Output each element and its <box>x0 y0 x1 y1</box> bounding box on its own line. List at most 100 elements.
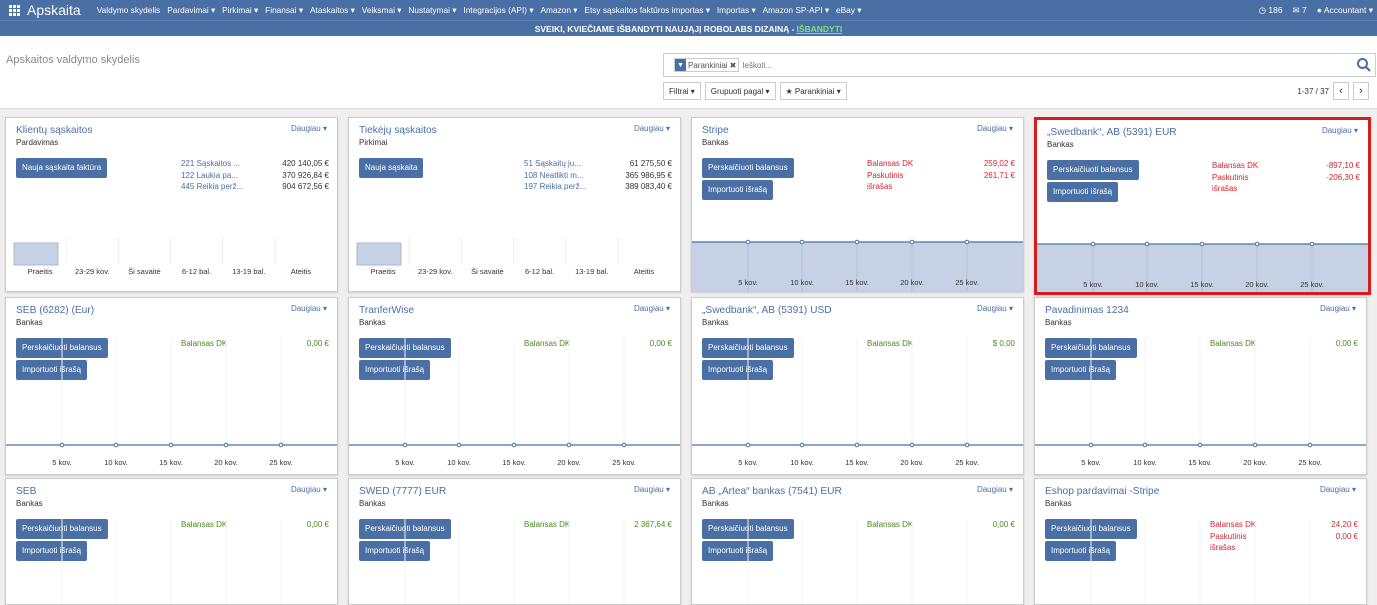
chart-bar[interactable] <box>356 242 402 266</box>
menu-item-import[interactable]: Importas ▾ <box>716 5 756 15</box>
chart-point[interactable] <box>909 239 915 245</box>
import-statement-button[interactable]: Importuoti išrašą <box>16 360 88 380</box>
card-title[interactable]: „Swedbank“, AB (5391) EUR <box>1047 127 1177 138</box>
groupby-button[interactable]: Grupuoti pagal ▾ <box>704 82 776 100</box>
menu-item-finance[interactable]: Finansai ▾ <box>265 5 303 15</box>
chart-point[interactable] <box>1309 241 1315 247</box>
chart-point[interactable] <box>223 442 229 448</box>
chart-point[interactable] <box>964 442 970 448</box>
menu-item-purchases[interactable]: Pirkimai ▾ <box>222 5 259 15</box>
chart-point[interactable] <box>402 442 408 448</box>
card-primary-button[interactable]: Nauja sąskaita faktūra <box>16 158 108 178</box>
card-title[interactable]: „Swedbank“, AB (5391) USD <box>702 305 832 316</box>
more-dropdown[interactable]: Daugiau ▾ <box>290 124 327 133</box>
import-statement-button[interactable]: Importuoti išrašą <box>702 360 774 380</box>
summary-link[interactable]: 197 Reikia perž... <box>524 182 587 191</box>
menu-item-amazon[interactable]: Amazon ▾ <box>540 5 578 15</box>
more-dropdown[interactable]: Daugiau ▾ <box>1321 126 1358 135</box>
chart-point[interactable] <box>1090 241 1096 247</box>
card-primary-button[interactable]: Perskaičiuoti balansus <box>702 158 794 178</box>
summary-link[interactable]: 122 Laukia pa... <box>181 170 238 180</box>
menu-item-sales[interactable]: Pardavimai ▾ <box>167 5 216 15</box>
import-statement-button[interactable]: Importuoti išrašą <box>1047 182 1119 202</box>
chart-point[interactable] <box>799 239 805 245</box>
card-title[interactable]: SEB <box>16 486 37 497</box>
chart-point[interactable] <box>113 442 119 448</box>
chart-point[interactable] <box>745 442 751 448</box>
card-title[interactable]: Eshop pardavimai -Stripe <box>1045 486 1160 497</box>
import-statement-button[interactable]: Importuoti išrašą <box>1045 360 1117 380</box>
card-title[interactable]: TranferWise <box>359 305 415 316</box>
import-statement-button[interactable]: Importuoti išrašą <box>702 180 774 200</box>
more-dropdown[interactable]: Daugiau ▾ <box>633 124 670 133</box>
chart-point[interactable] <box>1088 442 1094 448</box>
chart-point[interactable] <box>1307 442 1313 448</box>
messages[interactable]: ✉ 7 <box>1293 5 1307 16</box>
chart-point[interactable] <box>621 442 627 448</box>
menu-item-actions[interactable]: Veiksmai ▾ <box>361 5 402 15</box>
menu-item-ebay[interactable]: eBay ▾ <box>836 5 862 15</box>
card-primary-button[interactable]: Perskaičiuoti balansus <box>1047 160 1139 180</box>
filters-button[interactable]: Filtrai ▾ <box>663 82 701 100</box>
more-dropdown[interactable]: Daugiau ▾ <box>976 485 1013 494</box>
chart-point[interactable] <box>1197 442 1203 448</box>
import-statement-button[interactable]: Importuoti išrašą <box>359 360 431 380</box>
summary-link[interactable]: 221 Sąskaitos ... <box>181 159 241 168</box>
chart-point[interactable] <box>1199 241 1205 247</box>
chart-point[interactable] <box>799 442 805 448</box>
card-primary-button[interactable]: Nauja sąskaita <box>359 158 424 178</box>
search-input[interactable]: Ieškoti... <box>742 60 773 70</box>
summary-link[interactable]: 51 Sąskaitų ju... <box>524 159 581 168</box>
more-dropdown[interactable]: Daugiau ▾ <box>1319 485 1356 494</box>
menu-item-dashboard[interactable]: Valdymo skydelis <box>96 5 161 15</box>
more-dropdown[interactable]: Daugiau ▾ <box>976 304 1013 313</box>
menu-item-integrations[interactable]: Integracijos (API) ▾ <box>463 5 534 15</box>
brand-name[interactable]: Apskaita <box>27 2 81 18</box>
user-menu[interactable]: ● Accountant ▾ <box>1317 5 1373 16</box>
card-title[interactable]: SWED (7777) EUR <box>359 486 447 497</box>
pager-next-button[interactable]: › <box>1353 82 1369 100</box>
card-title[interactable]: SEB (6282) (Eur) <box>16 305 95 316</box>
chart-point[interactable] <box>1252 442 1258 448</box>
chart-point[interactable] <box>511 442 517 448</box>
search-box[interactable]: ▼ Parankiniai ✖ Ieškoti... <box>663 53 1376 77</box>
notifications[interactable]: ◷ 186 <box>1259 5 1283 16</box>
pager-previous-button[interactable]: ‹ <box>1333 82 1349 100</box>
chart-point[interactable] <box>854 239 860 245</box>
import-statement-button[interactable]: Importuoti išrašą <box>702 541 774 561</box>
favorites-button[interactable]: ★ Parankiniai ▾ <box>779 82 847 100</box>
card-title[interactable]: Stripe <box>702 125 729 136</box>
chart-point[interactable] <box>168 442 174 448</box>
chart-point[interactable] <box>854 442 860 448</box>
summary-link[interactable]: 445 Reikia perž... <box>181 182 244 191</box>
chart-point[interactable] <box>909 442 915 448</box>
more-dropdown[interactable]: Daugiau ▾ <box>976 124 1013 133</box>
card-title[interactable]: Pavadinimas 1234 <box>1045 305 1129 316</box>
apps-grid-icon[interactable] <box>5 0 23 20</box>
more-dropdown[interactable]: Daugiau ▾ <box>290 485 327 494</box>
card-title[interactable]: AB „Artea“ bankas (7541) EUR <box>702 486 842 497</box>
more-dropdown[interactable]: Daugiau ▾ <box>1319 304 1356 313</box>
import-statement-button[interactable]: Importuoti išrašą <box>16 541 88 561</box>
facet-remove-icon[interactable]: ✖ <box>729 60 737 70</box>
chart-point[interactable] <box>566 442 572 448</box>
more-dropdown[interactable]: Daugiau ▾ <box>290 304 327 313</box>
import-statement-button[interactable]: Importuoti išrašą <box>1045 541 1117 561</box>
menu-item-settings[interactable]: Nustatymai ▾ <box>408 5 457 15</box>
more-dropdown[interactable]: Daugiau ▾ <box>633 304 670 313</box>
more-dropdown[interactable]: Daugiau ▾ <box>633 485 670 494</box>
chart-point[interactable] <box>1254 241 1260 247</box>
search-icon[interactable] <box>1356 57 1372 73</box>
chart-point[interactable] <box>59 442 65 448</box>
chart-point[interactable] <box>1144 241 1150 247</box>
card-title[interactable]: Klientų sąskaitos <box>16 125 93 136</box>
chart-point[interactable] <box>745 239 751 245</box>
card-title[interactable]: Tiekėjų sąskaitos <box>359 125 437 136</box>
chart-point[interactable] <box>456 442 462 448</box>
menu-item-reports[interactable]: Ataskaitos ▾ <box>310 5 355 15</box>
menu-item-amazon-spapi[interactable]: Amazon SP-API ▾ <box>762 5 830 15</box>
summary-link[interactable]: 108 Neatlikti m... <box>524 170 584 180</box>
import-statement-button[interactable]: Importuoti išrašą <box>359 541 431 561</box>
banner-try-link[interactable]: IŠBANDYTI <box>796 24 843 34</box>
chart-point[interactable] <box>964 239 970 245</box>
